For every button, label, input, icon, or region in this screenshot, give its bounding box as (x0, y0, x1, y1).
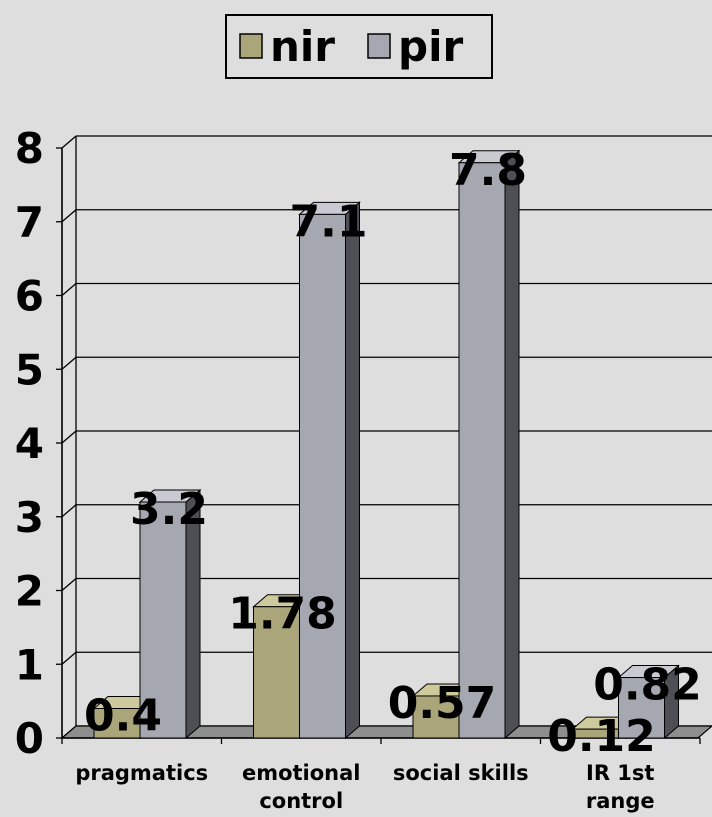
gridline-depth (61, 578, 77, 591)
bar-front (458, 162, 506, 739)
bar-front (299, 213, 346, 739)
y-tick-label: 6 (15, 272, 44, 321)
y-tick-label: 1 (15, 640, 44, 689)
data-label: 0.57 (388, 678, 497, 729)
x-category-line: IR 1st (586, 761, 654, 785)
bar-front (93, 708, 141, 739)
legend-swatch-pir (367, 33, 391, 59)
gridline-depth (61, 283, 77, 296)
legend-box (225, 14, 493, 79)
legend: nir pir (225, 14, 493, 79)
gridline-depth (61, 356, 77, 370)
y-tick-label: 4 (15, 419, 44, 468)
data-label: 7.1 (290, 196, 368, 247)
legend-label-pir: pir (398, 22, 463, 71)
gridline-depth (61, 504, 77, 518)
legend-swatch-nir (239, 33, 263, 59)
bar-front (412, 695, 460, 739)
x-category-line: pragmatics (75, 761, 208, 785)
data-label: 0.82 (593, 660, 702, 711)
data-label: 0.4 (84, 691, 162, 742)
y-tick-label: 8 (15, 124, 44, 173)
gridline-depth (61, 209, 77, 223)
x-category-label: IR 1st range (586, 761, 655, 813)
y-tick-label: 0 (15, 714, 44, 763)
bar-side (345, 201, 360, 740)
bar-pir-1 (298, 201, 361, 740)
bar-front (618, 677, 665, 739)
data-label: 7.8 (449, 145, 527, 196)
gridline-depth (61, 430, 77, 444)
bar-pir-3 (617, 664, 680, 740)
data-label: 0.12 (547, 711, 656, 762)
x-category-label: social skills (393, 761, 529, 785)
x-category-line: emotional (242, 761, 361, 785)
bar-pir-0 (138, 488, 202, 740)
data-label: 3.2 (130, 484, 208, 535)
y-tick-label: 3 (15, 493, 44, 542)
bar-side (504, 149, 520, 740)
y-tick-label: 5 (15, 345, 44, 394)
x-category-label: pragmatics (75, 761, 208, 785)
x-category-line: range (586, 789, 655, 813)
x-category-line: social skills (393, 761, 529, 785)
legend-label-nir: nir (270, 22, 335, 71)
y-tick-label: 7 (15, 198, 44, 247)
data-label: 1.78 (228, 589, 337, 640)
gridline-depth (61, 135, 77, 149)
x-category-line: control (259, 789, 343, 813)
gridline-depth (61, 651, 77, 665)
y-tick-label: 2 (15, 567, 44, 616)
bar-pir-2 (457, 149, 521, 740)
x-category-label: emotional control (242, 761, 361, 813)
bar-front (253, 606, 300, 739)
bar-front (139, 501, 187, 739)
